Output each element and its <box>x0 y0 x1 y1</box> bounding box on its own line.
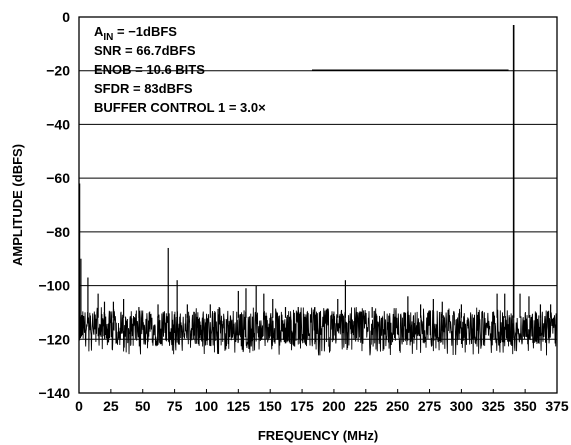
x-tick-label: 325 <box>482 398 506 414</box>
y-tick-label: −80 <box>46 224 70 240</box>
x-tick-label: 300 <box>450 398 474 414</box>
x-tick-label: 275 <box>418 398 442 414</box>
tick-layer: 0 −20 −40 −60 −80 −100 −120 −140 0 25 50 75 100 125 15… <box>38 9 568 414</box>
y-tick-label: −60 <box>46 170 70 186</box>
y-axis-title: AMPLITUDE (dBFS) <box>10 144 25 266</box>
x-tick-label: 125 <box>227 398 251 414</box>
y-tick-label: −100 <box>38 278 70 294</box>
x-tick-label: 375 <box>545 398 569 414</box>
x-tick-label: 225 <box>354 398 378 414</box>
x-tick-label: 350 <box>513 398 537 414</box>
x-tick-label: 0 <box>75 398 83 414</box>
annotation-ain: AIN = −1dBFS <box>94 24 177 43</box>
annotation-buffer-control: BUFFER CONTROL 1 = 3.0× <box>94 100 266 115</box>
x-tick-label: 25 <box>103 398 119 414</box>
annotation-sfdr: SFDR = 83dBFS <box>94 81 193 96</box>
annotation-ain-prefix: A <box>94 24 104 39</box>
y-tick-label: −120 <box>38 331 70 347</box>
x-tick-label: 50 <box>135 398 151 414</box>
y-tick-label: −40 <box>46 116 70 132</box>
annotation-enob: ENOB = 10.6 BITS <box>94 62 205 77</box>
plot-frame <box>78 16 558 394</box>
annotation-ain-subscript: IN <box>103 32 113 43</box>
x-tick-label: 150 <box>259 398 283 414</box>
x-tick-label: 200 <box>322 398 346 414</box>
x-tick-label: 100 <box>195 398 219 414</box>
y-tick-label: 0 <box>62 9 70 25</box>
annotation-snr: SNR = 66.7dBFS <box>94 43 196 58</box>
data-layer <box>78 25 558 356</box>
x-tick-label: 250 <box>386 398 410 414</box>
x-tick-label: 75 <box>167 398 183 414</box>
x-axis-title: FREQUENCY (MHz) <box>258 428 378 443</box>
annotation-box: AIN = −1dBFS SNR = 66.7dBFS ENOB = 10.6 … <box>94 24 509 115</box>
annotation-ain-value: = −1dBFS <box>113 24 177 39</box>
y-tick-label: −20 <box>46 63 70 79</box>
x-tick-label: 175 <box>290 398 314 414</box>
y-tick-label: −140 <box>38 385 70 401</box>
noise-floor-trace <box>78 307 558 356</box>
